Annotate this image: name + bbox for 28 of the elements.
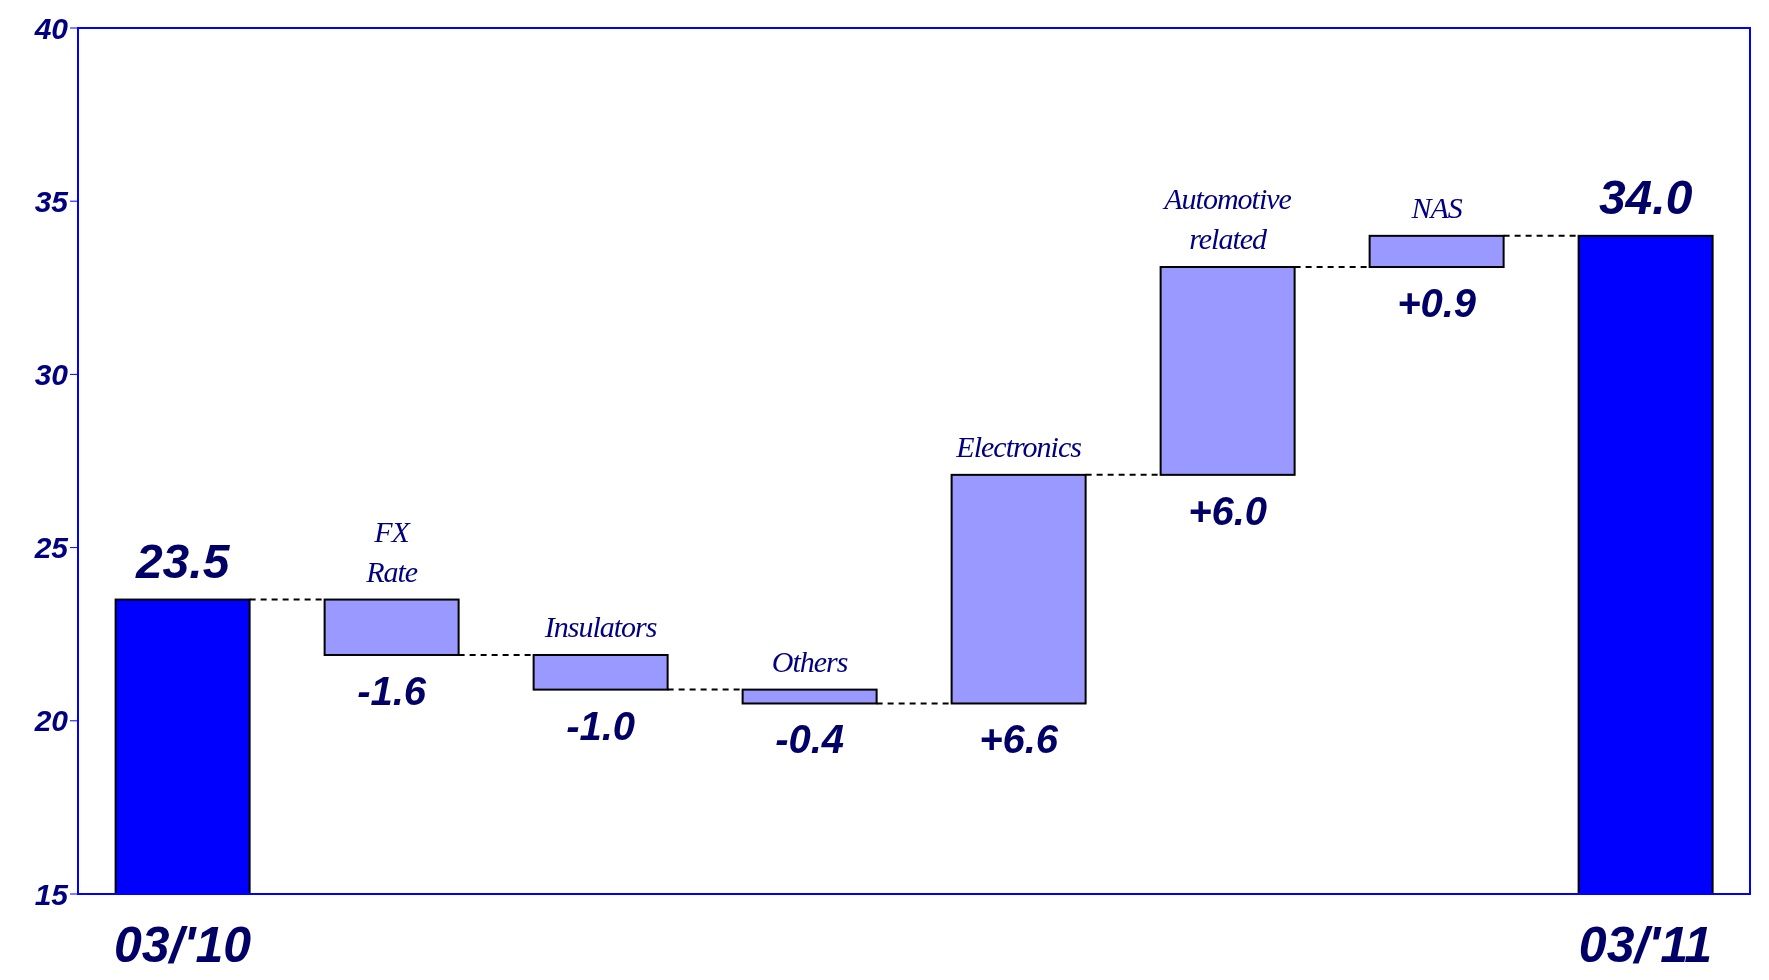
bar [1368,234,1505,269]
data-label: -1.6 [357,668,427,713]
bar [741,688,878,705]
x-tick-label: FX Rate [365,514,418,588]
data-label: -0.4 [775,717,845,762]
x-tick-label: Automotive related [1162,182,1292,256]
x-tick-label: 03/'10 [113,916,252,973]
x-tick-label: 03/'11 [1578,916,1713,973]
y-tick-label: 15 [34,877,70,911]
x-tick-label: Electronics [955,429,1082,463]
data-label: +6.0 [1188,488,1268,533]
x-tick-label: Others [771,644,848,678]
data-label: +6.6 [979,717,1059,762]
x-tick-label: NAS [1410,190,1463,224]
bar [323,598,460,656]
y-tick-label: 40 [33,11,69,45]
y-tick-label: 25 [33,531,70,565]
y-tick-label: 30 [34,358,69,392]
data-label: 34.0 [1598,170,1693,224]
data-label: 23.5 [134,534,231,588]
y-tick-label: 20 [33,704,69,738]
bar [532,653,669,691]
x-tick-label: Insulators [543,609,657,643]
data-label: -1.0 [566,703,636,748]
data-label: +0.9 [1397,281,1477,326]
y-tick-label: 35 [34,184,70,218]
bar [950,473,1087,705]
bar [1159,266,1296,476]
